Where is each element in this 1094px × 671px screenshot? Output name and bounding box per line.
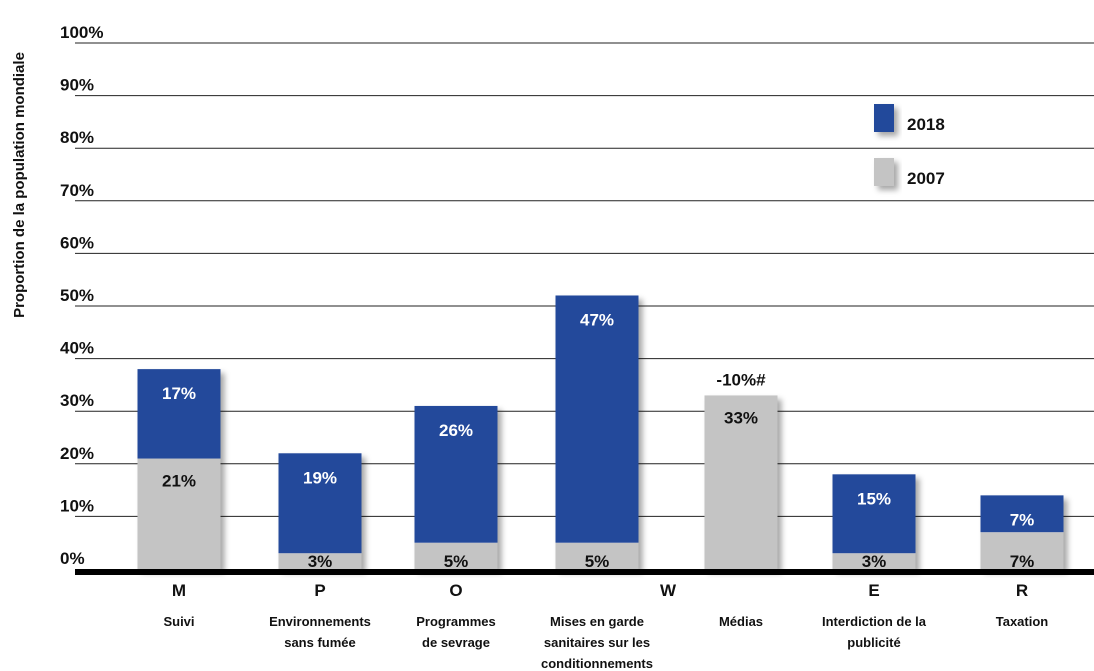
category-name: Environnements	[269, 614, 371, 629]
bar-2018	[278, 453, 362, 554]
category-name: sans fumée	[284, 635, 356, 650]
category-name: Suivi	[163, 614, 194, 629]
category-name: de sevrage	[422, 635, 490, 650]
category-name: Taxation	[996, 614, 1049, 629]
bar-2007	[555, 542, 639, 569]
legend-swatch	[874, 104, 894, 132]
data-label-2007: 3%	[308, 552, 333, 571]
data-label-2007: 3%	[862, 552, 887, 571]
data-label-2018: -10%#	[716, 370, 766, 389]
bar-2018	[980, 495, 1064, 533]
legend-label: 2018	[907, 115, 945, 134]
category-name: Médias	[719, 614, 763, 629]
bar-2018	[555, 295, 639, 543]
data-label-2018: 7%	[1010, 510, 1035, 529]
data-label-2018: 15%	[857, 489, 891, 508]
category-name: Mises en garde	[550, 614, 644, 629]
data-label-2007: 7%	[1010, 552, 1035, 571]
category-name: conditionnements	[541, 656, 653, 671]
bar-2018	[137, 369, 221, 459]
data-label-2007: 5%	[444, 552, 469, 571]
y-tick-label: 60%	[60, 233, 94, 252]
data-label-2018: 17%	[162, 384, 196, 403]
bar-2007	[414, 542, 498, 569]
y-tick-label: 90%	[60, 76, 94, 95]
bar-2007	[704, 395, 778, 569]
y-tick-label: 80%	[60, 128, 94, 147]
category-letter: W	[660, 581, 677, 600]
y-tick-label: 20%	[60, 444, 94, 463]
y-tick-label: 10%	[60, 496, 94, 515]
legend-swatch	[874, 158, 894, 186]
category-letter: E	[868, 581, 879, 600]
category-name: publicité	[847, 635, 900, 650]
data-label-2018: 19%	[303, 468, 337, 487]
bar-2018	[832, 474, 916, 554]
y-tick-label: 50%	[60, 286, 94, 305]
bar-2007	[980, 532, 1064, 569]
y-axis-title: Proportion de la population mondiale	[11, 52, 28, 318]
category-name: Programmes	[416, 614, 495, 629]
bar-2007	[137, 458, 221, 569]
y-tick-label: 70%	[60, 181, 94, 200]
legend: 2018 2007	[874, 104, 945, 188]
bar-2007	[278, 553, 362, 569]
category-name: sanitaires sur les	[544, 635, 650, 650]
y-tick-label: 40%	[60, 339, 94, 358]
data-label-2007: 21%	[162, 472, 196, 491]
data-label-2018: 47%	[580, 310, 614, 329]
data-labels: 21% 17% 3% 19% 5% 26% 5% 47% 33% -10%# 3% 15% 7% 7%	[162, 310, 1034, 571]
data-label-2007: 33%	[724, 408, 758, 427]
y-tick-label: 100%	[60, 23, 103, 42]
x-axis-categories: M Suivi P Environnements sans fumée O Programm…	[163, 581, 1048, 671]
category-letter: R	[1016, 581, 1028, 600]
data-label-2018: 26%	[439, 421, 473, 440]
category-letter: O	[449, 581, 462, 600]
bars	[137, 295, 1064, 569]
category-letter: P	[314, 581, 325, 600]
data-label-2007: 5%	[585, 552, 610, 571]
bar-2007	[832, 553, 916, 569]
category-name: Interdiction de la	[822, 614, 927, 629]
y-tick-label: 0%	[60, 549, 85, 568]
legend-label: 2007	[907, 169, 945, 188]
category-letter: M	[172, 581, 186, 600]
bar-2018	[414, 405, 498, 543]
y-tick-label: 30%	[60, 391, 94, 410]
y-axis-ticks: 0% 10% 20% 30% 40% 50% 60% 70% 80% 90% 100%	[60, 23, 103, 568]
